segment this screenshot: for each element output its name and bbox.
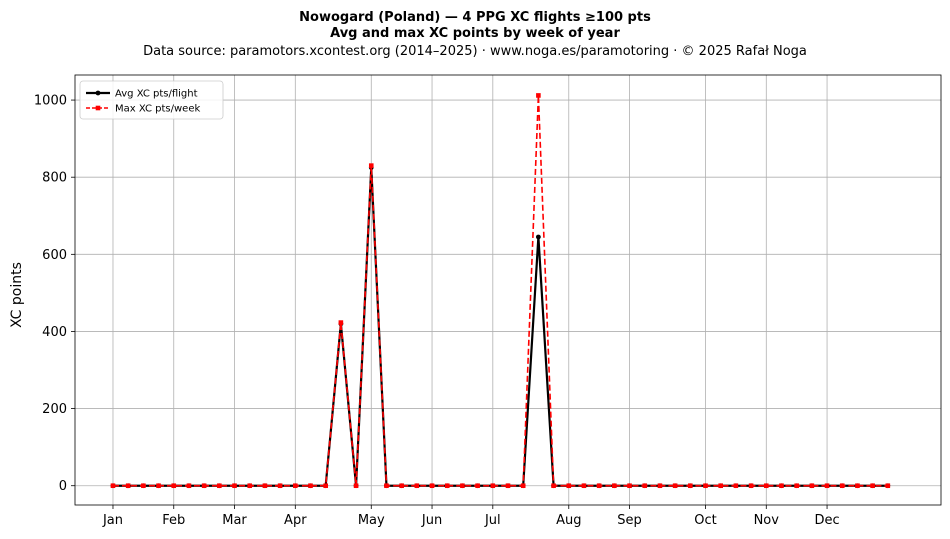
chart-title-line2: Avg and max XC points by week of year (330, 26, 620, 41)
data-point (596, 483, 602, 489)
data-point (612, 483, 617, 489)
data-point (460, 483, 465, 489)
data-point (384, 483, 389, 489)
data-point (277, 483, 283, 489)
x-tick-label: Jul (484, 513, 501, 528)
data-point (368, 163, 374, 168)
data-point (186, 483, 192, 489)
data-point (201, 483, 207, 489)
y-tick-label: 800 (42, 171, 67, 186)
data-point (444, 483, 450, 489)
data-point (323, 483, 328, 489)
x-tick-label: Aug (556, 513, 581, 528)
axes: Jan Feb Mar Apr May Jun Jul Aug Sep Oct Nov Dec 0 200… (34, 74, 942, 528)
data-point (475, 483, 480, 489)
legend-entry: Max XC pts/week (86, 104, 200, 115)
y-tick-label: 0 (59, 479, 67, 494)
data-point (171, 483, 177, 489)
data-point (232, 483, 237, 489)
series-layer (110, 93, 891, 489)
legend-label: Avg XC pts/flight (115, 89, 198, 100)
data-point (429, 483, 435, 489)
series-1 (110, 93, 891, 489)
chart-subtitle: Data source: paramotors.xcontest.org (20… (143, 44, 807, 59)
series-0 (110, 165, 891, 489)
data-point (839, 483, 845, 489)
data-point (338, 320, 344, 325)
data-point (824, 483, 830, 489)
data-point (885, 483, 891, 489)
legend-marker (95, 105, 101, 111)
series-line (112, 94, 888, 487)
legend-label: Max XC pts/week (115, 104, 200, 115)
y-tick-label: 200 (42, 402, 67, 417)
data-point (763, 483, 769, 489)
data-point (125, 483, 131, 489)
chart-title: Nowogard (Poland) — 4 PPG XC flights ≥10… (299, 10, 651, 25)
x-tick-label: Oct (694, 513, 716, 528)
data-point (141, 483, 146, 489)
y-tick-label: 400 (42, 325, 67, 340)
grid (75, 75, 941, 505)
x-tick-label: Dec (814, 513, 839, 528)
data-point (217, 483, 222, 489)
data-point (520, 483, 526, 489)
data-point (566, 483, 572, 489)
data-point (399, 483, 404, 489)
data-point (748, 483, 754, 489)
x-tick-label: May (358, 513, 385, 528)
x-tick-label: Apr (284, 513, 307, 528)
data-point (855, 483, 860, 489)
data-point (794, 483, 799, 489)
data-point (703, 483, 708, 489)
data-point (262, 483, 268, 489)
legend: Avg XC pts/flight Max XC pts/week (79, 80, 224, 120)
data-point (156, 483, 161, 489)
x-tick-label: Nov (754, 513, 780, 528)
x-tick-label: Jan (102, 513, 123, 528)
data-point (536, 93, 541, 98)
data-point (247, 483, 253, 489)
legend-box (79, 80, 224, 120)
data-point (809, 483, 815, 489)
data-point (551, 483, 556, 489)
y-tick-label: 1000 (34, 94, 67, 109)
data-point (535, 234, 541, 240)
data-point (779, 483, 784, 489)
data-point (414, 483, 420, 489)
data-point (688, 483, 693, 489)
legend-marker (95, 90, 101, 96)
data-point (292, 483, 298, 489)
x-tick-label: Mar (222, 513, 247, 528)
data-point (308, 483, 313, 489)
data-point (505, 483, 511, 489)
data-point (733, 483, 739, 489)
data-point (490, 483, 496, 489)
data-point (672, 483, 678, 489)
data-point (657, 483, 663, 489)
plot-frame (74, 74, 942, 506)
data-point (870, 483, 875, 489)
data-point (581, 483, 587, 489)
y-axis-label: XC points (9, 262, 25, 328)
data-point (627, 483, 632, 489)
data-point (718, 483, 724, 489)
legend-entry: Avg XC pts/flight (86, 89, 198, 100)
data-point (642, 483, 648, 489)
x-tick-label: Feb (162, 513, 185, 528)
data-point (353, 483, 359, 489)
data-point (110, 483, 116, 489)
x-tick-label: Jun (421, 513, 442, 528)
series-line (112, 166, 888, 487)
x-tick-label: Sep (617, 513, 642, 528)
y-tick-label: 600 (42, 248, 67, 263)
